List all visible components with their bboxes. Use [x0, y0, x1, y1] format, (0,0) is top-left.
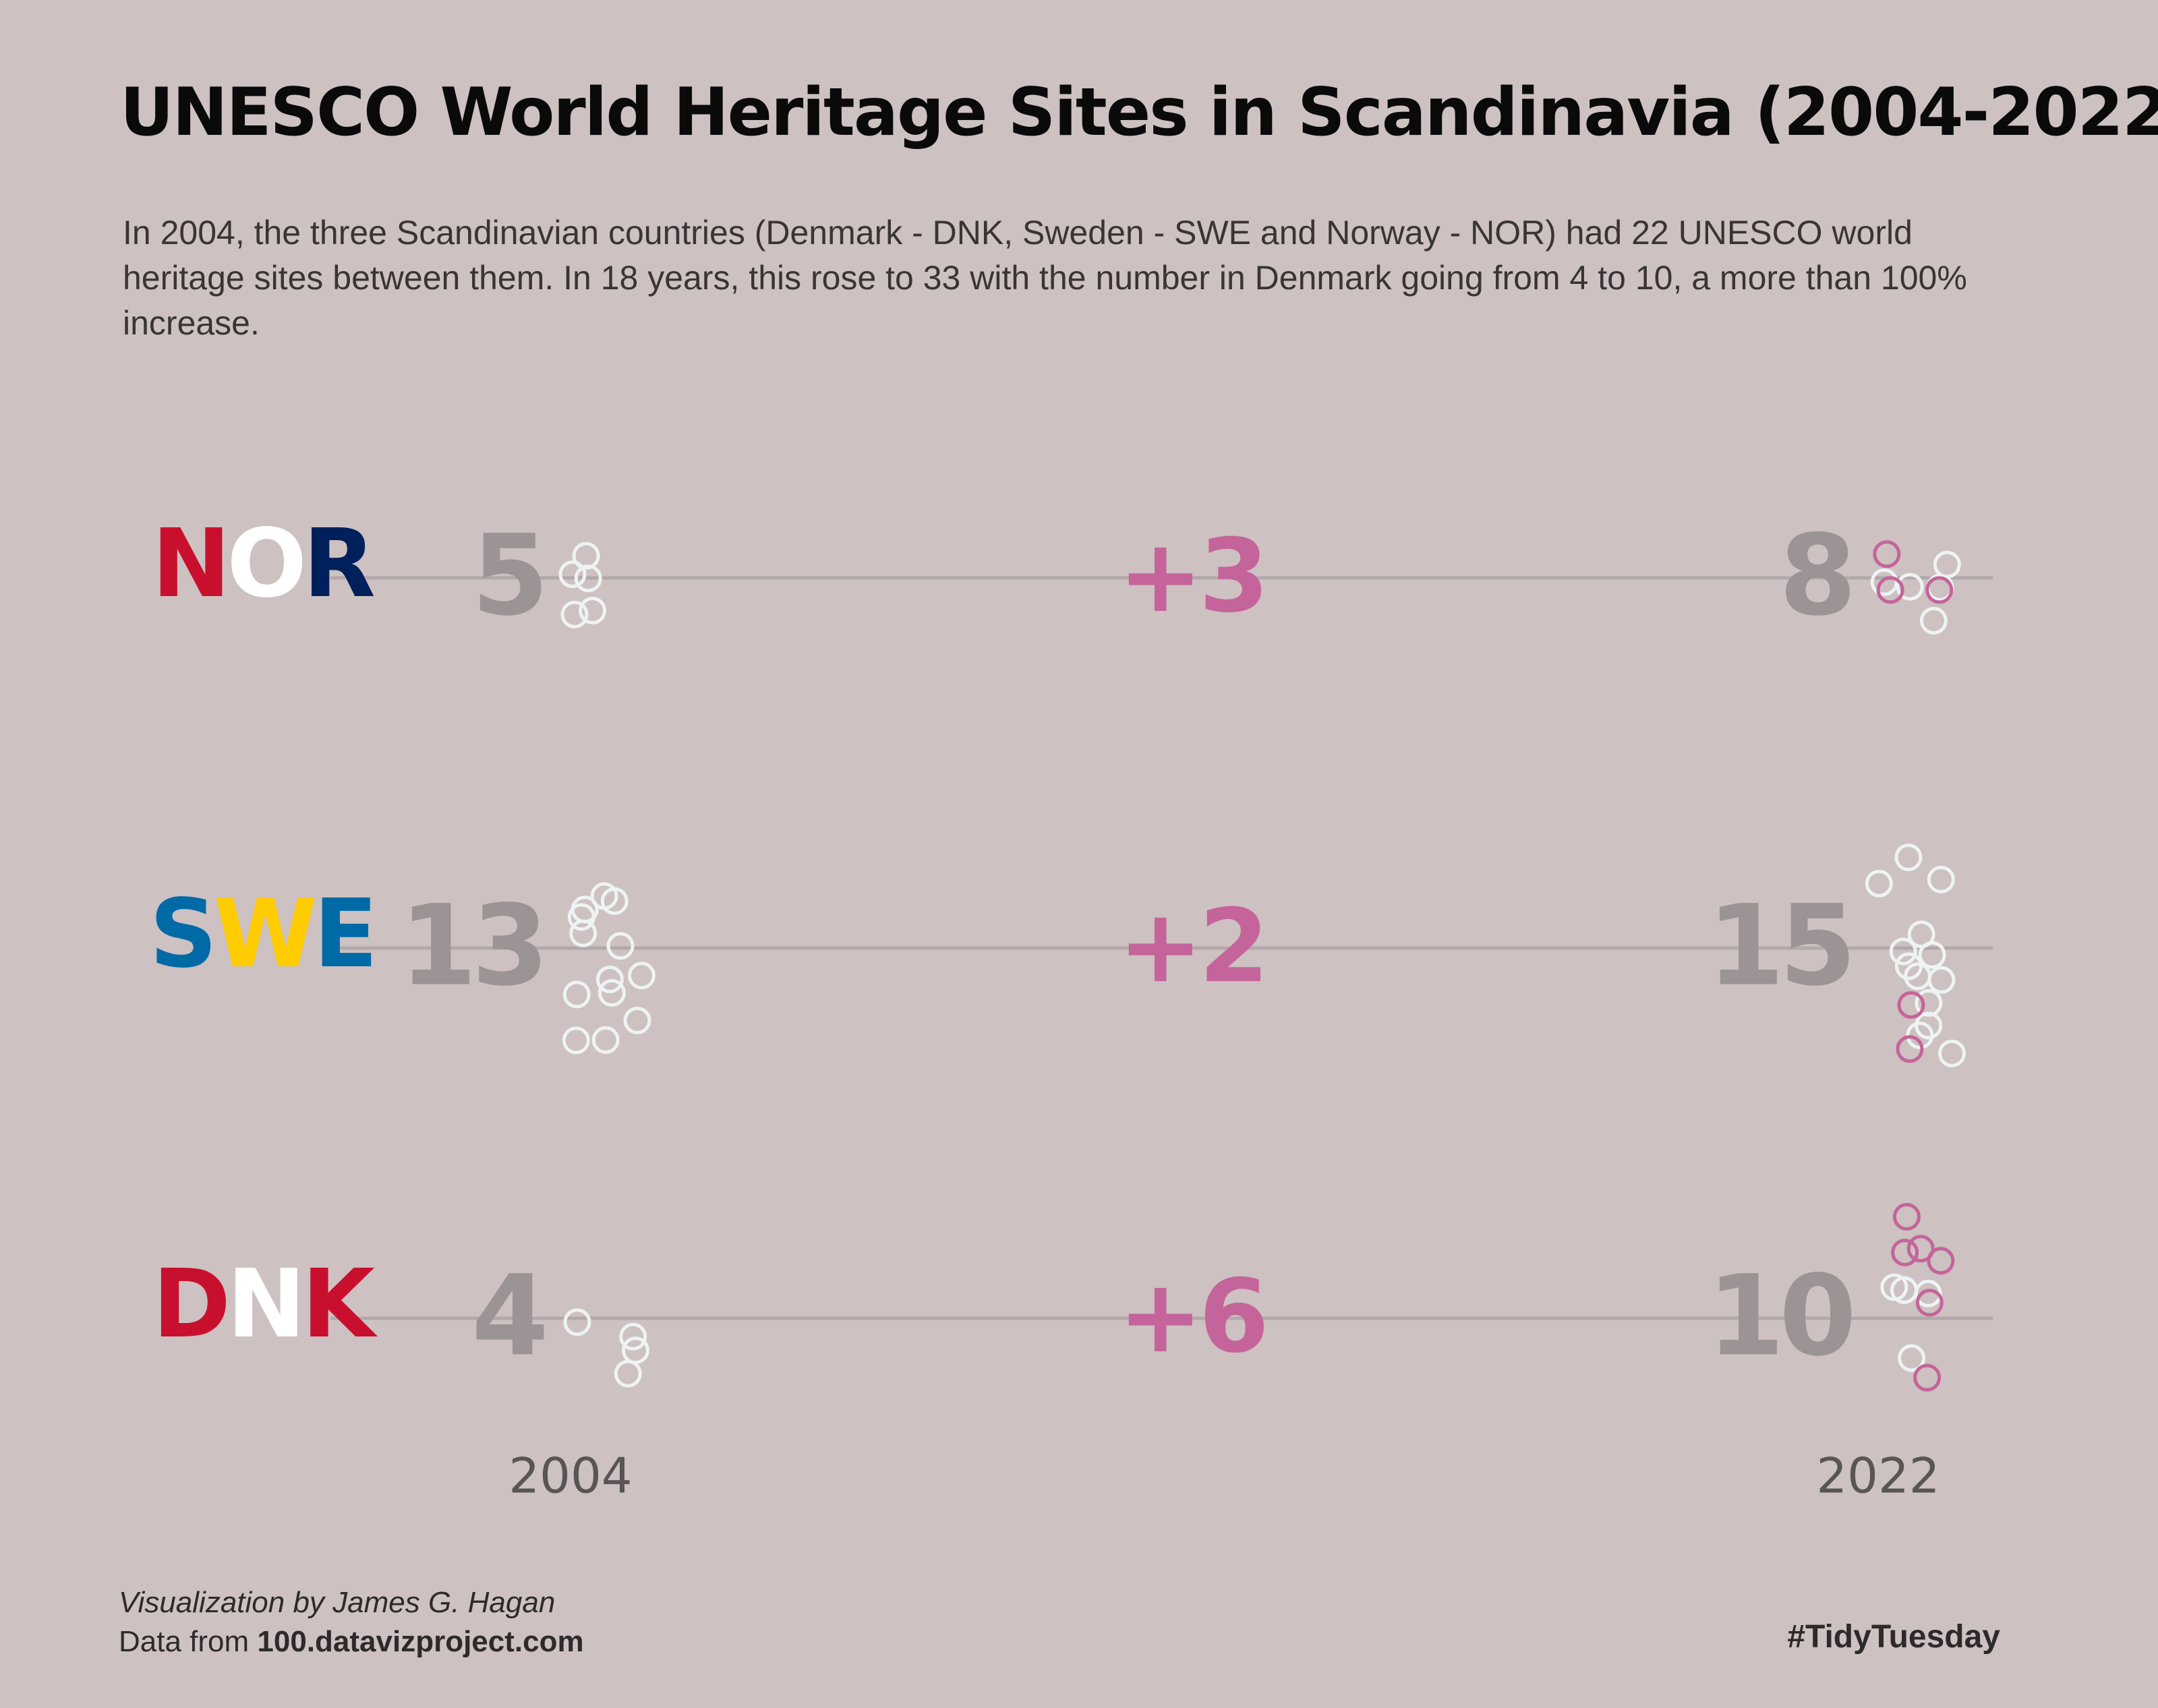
- credit: Visualization by James G. Hagan: [119, 1586, 556, 1619]
- country-letter: N: [152, 509, 227, 619]
- data-prefix: Data from: [119, 1625, 250, 1658]
- new-site-dot: [1876, 576, 1904, 604]
- country-label: NOR: [152, 509, 374, 619]
- country-label: SWE: [150, 879, 374, 989]
- change-label: +6: [1118, 1258, 1265, 1376]
- country-letter: S: [150, 879, 214, 989]
- site-dot: [623, 1006, 651, 1034]
- data-source: 100.datavizproject.com: [257, 1625, 584, 1658]
- count-label: 4: [471, 1251, 544, 1380]
- site-dot: [595, 965, 624, 993]
- site-dot: [1898, 1344, 1926, 1372]
- site-dot: [562, 1026, 590, 1055]
- data-note: Data from 100.datavizproject.com: [119, 1625, 584, 1659]
- count-label: 5: [471, 510, 544, 640]
- country-letter: E: [314, 879, 374, 989]
- site-dot: [1933, 550, 1961, 579]
- new-site-dot: [1913, 1363, 1942, 1392]
- site-dot: [606, 932, 635, 960]
- site-dot: [572, 541, 600, 570]
- new-site-dot: [1896, 1035, 1924, 1063]
- site-dot: [1894, 952, 1923, 980]
- new-site-dot: [1925, 576, 1954, 604]
- site-dot: [614, 1359, 642, 1388]
- site-dot: [574, 564, 602, 593]
- site-dot: [1870, 568, 1898, 596]
- site-dot: [627, 962, 655, 990]
- count-label: 13: [399, 881, 544, 1010]
- site-dot: [1880, 1273, 1908, 1301]
- site-dot: [1889, 937, 1917, 966]
- site-dot: [1894, 844, 1923, 872]
- country-label: DNK: [152, 1249, 378, 1359]
- site-dot: [1927, 966, 1956, 994]
- site-dot: [619, 1322, 647, 1351]
- site-dot: [597, 979, 626, 1007]
- country-letter: K: [301, 1249, 378, 1359]
- site-dot: [1896, 572, 1924, 601]
- site-dot: [579, 597, 607, 625]
- new-site-dot: [1892, 1202, 1921, 1231]
- site-dot: [1937, 1039, 1966, 1067]
- site-dot: [567, 903, 595, 931]
- new-site-dot: [1906, 1235, 1935, 1263]
- country-letter: N: [227, 1249, 301, 1359]
- new-site-dot: [1873, 540, 1901, 568]
- site-dot: [1919, 606, 1948, 635]
- site-dot: [560, 600, 589, 628]
- country-letter: R: [303, 509, 374, 619]
- count-label: 10: [1707, 1251, 1851, 1380]
- country-letter: D: [152, 1249, 227, 1359]
- new-site-dot: [1915, 1289, 1944, 1317]
- site-dot: [1915, 1011, 1943, 1040]
- new-site-dot: [1897, 991, 1925, 1019]
- year-label: 2022: [1816, 1448, 1940, 1504]
- country-letter: O: [227, 509, 303, 619]
- year-label: 2004: [508, 1448, 632, 1504]
- change-label: +3: [1118, 518, 1265, 635]
- site-dot: [558, 560, 587, 589]
- site-dot: [562, 980, 591, 1009]
- site-dot: [569, 919, 597, 947]
- count-label: 8: [1779, 510, 1851, 640]
- site-dot: [1914, 1279, 1942, 1307]
- site-dot: [1918, 941, 1946, 969]
- chart-title: UNESCO World Heritage Sites in Scandinav…: [120, 74, 2158, 151]
- site-dot: [563, 1308, 591, 1336]
- site-dot: [1927, 865, 1955, 893]
- count-label: 15: [1707, 881, 1851, 1010]
- new-site-dot: [1927, 1247, 1955, 1275]
- change-label: +2: [1118, 888, 1265, 1005]
- country-letter: W: [213, 879, 315, 989]
- site-dot: [1865, 869, 1893, 897]
- new-site-dot: [1891, 1238, 1919, 1266]
- site-dot: [621, 1336, 649, 1365]
- chart-subtitle: In 2004, the three Scandinavian countrie…: [123, 214, 1967, 342]
- tag: #TidyTuesday: [1787, 1619, 2000, 1655]
- site-dot: [590, 882, 618, 910]
- site-dot: [591, 1026, 620, 1054]
